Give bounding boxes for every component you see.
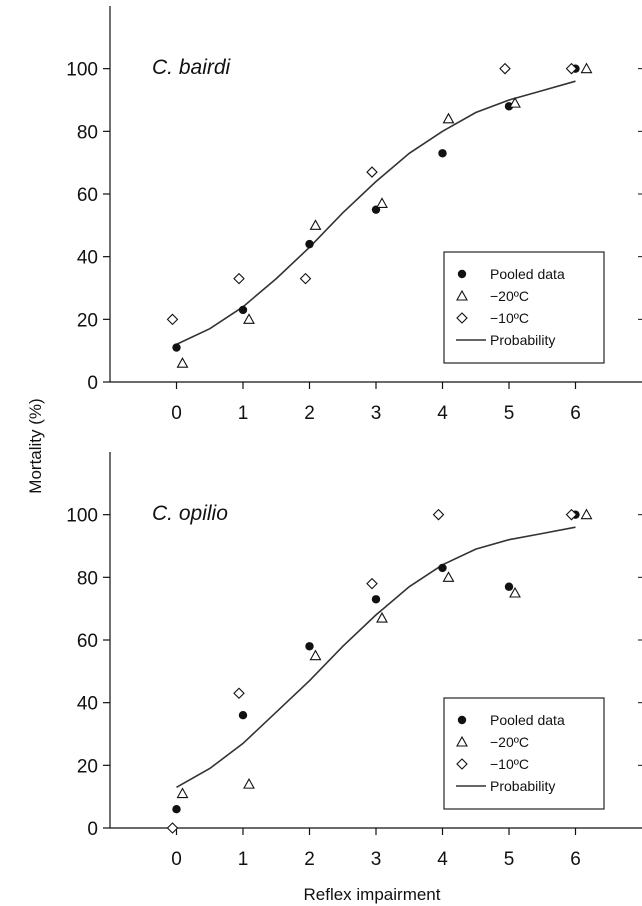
y-tick-label: 60: [77, 631, 98, 652]
data-point-open-triangle: [309, 649, 322, 661]
data-point-filled-circle: [305, 642, 314, 651]
legend-label: Pooled data: [490, 266, 565, 282]
y-tick-label: 100: [66, 506, 98, 527]
legend-label: −20ºC: [490, 734, 529, 750]
x-tick-label: 2: [304, 849, 315, 870]
panel-title: C. bairdi: [152, 56, 232, 79]
data-point-open-diamond: [166, 822, 179, 834]
data-point-open-triangle: [243, 313, 255, 324]
legend-label: Pooled data: [490, 712, 565, 728]
data-point-filled-circle: [238, 305, 248, 315]
y-tick-label: 0: [87, 819, 98, 840]
data-point-filled-circle: [438, 149, 447, 158]
x-tick-label: 4: [437, 849, 448, 870]
x-tick-label: 2: [304, 403, 315, 424]
panel-c-bairdi: 0 20 40 60 80 100 0 1 2 3 4 5 6 C. bairdi Pooled data −…: [66, 6, 642, 424]
data-point-open-triangle: [580, 508, 593, 520]
data-point-open-triangle: [376, 197, 388, 208]
x-tick-label: 5: [504, 849, 515, 870]
data-point-open-diamond: [233, 687, 245, 700]
data-point-open-diamond: [299, 272, 312, 285]
y-tick-label: 40: [77, 248, 98, 269]
data-point-open-triangle: [442, 112, 455, 124]
x-tick-label: 6: [570, 849, 581, 870]
data-point-open-triangle: [309, 219, 322, 230]
legend-frame: [443, 251, 605, 364]
data-point-filled-circle: [371, 595, 381, 604]
x-tick-label: 6: [570, 403, 581, 424]
legend-marker-filled-circle: [457, 715, 467, 725]
data-point-open-triangle: [176, 357, 189, 368]
data-point-open-diamond: [499, 62, 511, 75]
data-point-open-diamond: [565, 62, 578, 75]
legend-label: −10ºC: [490, 756, 529, 772]
data-point-open-triangle: [580, 62, 593, 74]
x-tick-label: 5: [504, 403, 515, 424]
legend-label: −20ºC: [490, 288, 529, 304]
data-point-open-triangle: [176, 787, 189, 799]
legend-marker-open-diamond: [456, 758, 468, 770]
x-tick-label: 0: [171, 403, 182, 424]
x-tick-label: 3: [371, 403, 382, 424]
y-tick-label: 80: [77, 122, 98, 143]
y-tick-label: 80: [77, 568, 98, 589]
panel-c-opilio: 0 20 40 60 80 100 0 1 2 3 4 5 6 C. opilio Pooled data −…: [66, 452, 642, 870]
probability-curve: [176, 526, 576, 788]
data-point-open-triangle: [509, 97, 521, 108]
x-tick-label: 4: [437, 403, 448, 424]
data-point-filled-circle: [172, 343, 181, 352]
data-point-open-triangle: [243, 778, 255, 789]
y-tick-label: 20: [77, 756, 98, 777]
legend-label: Probability: [490, 778, 555, 794]
legend: Pooled data −20ºC −10ºC Probability: [443, 251, 605, 364]
y-tick-label: 100: [66, 60, 98, 81]
data-point-open-diamond: [166, 313, 179, 326]
y-tick-label: 0: [87, 373, 98, 394]
legend: Pooled data −20ºC −10ºC Probability: [443, 697, 605, 810]
panel-title: C. opilio: [152, 502, 228, 525]
data-point-open-diamond: [366, 166, 378, 178]
legend-label: Probability: [490, 332, 555, 348]
x-tick-label: 3: [371, 849, 382, 870]
data-point-open-triangle: [376, 611, 388, 623]
x-tick-label: 1: [238, 403, 249, 424]
data-point-filled-circle: [172, 805, 181, 814]
data-point-open-diamond: [565, 508, 578, 521]
y-tick-label: 40: [77, 694, 98, 715]
legend-frame: [443, 697, 605, 810]
data-point-filled-circle: [438, 563, 447, 573]
legend-label: −10ºC: [490, 310, 529, 326]
legend-marker-open-triangle: [456, 289, 468, 301]
y-tick-label: 60: [77, 185, 98, 206]
y-tick-label: 20: [77, 310, 98, 331]
x-tick-label: 1: [238, 849, 249, 870]
legend-marker-open-triangle: [456, 735, 468, 747]
data-point-open-triangle: [442, 571, 455, 582]
data-point-open-diamond: [432, 508, 445, 521]
data-point-open-diamond: [366, 577, 378, 590]
data-point-filled-circle: [305, 239, 314, 249]
data-point-filled-circle: [504, 582, 514, 591]
data-point-open-triangle: [509, 586, 521, 598]
data-point-open-diamond: [233, 272, 245, 285]
data-point-filled-circle: [238, 711, 248, 720]
legend-marker-filled-circle: [457, 269, 467, 279]
x-axis-title: Reflex impairment: [304, 885, 441, 904]
x-tick-label: 0: [171, 849, 182, 870]
y-axis-title: Mortality (%): [26, 398, 45, 493]
legend-marker-open-diamond: [456, 312, 468, 324]
